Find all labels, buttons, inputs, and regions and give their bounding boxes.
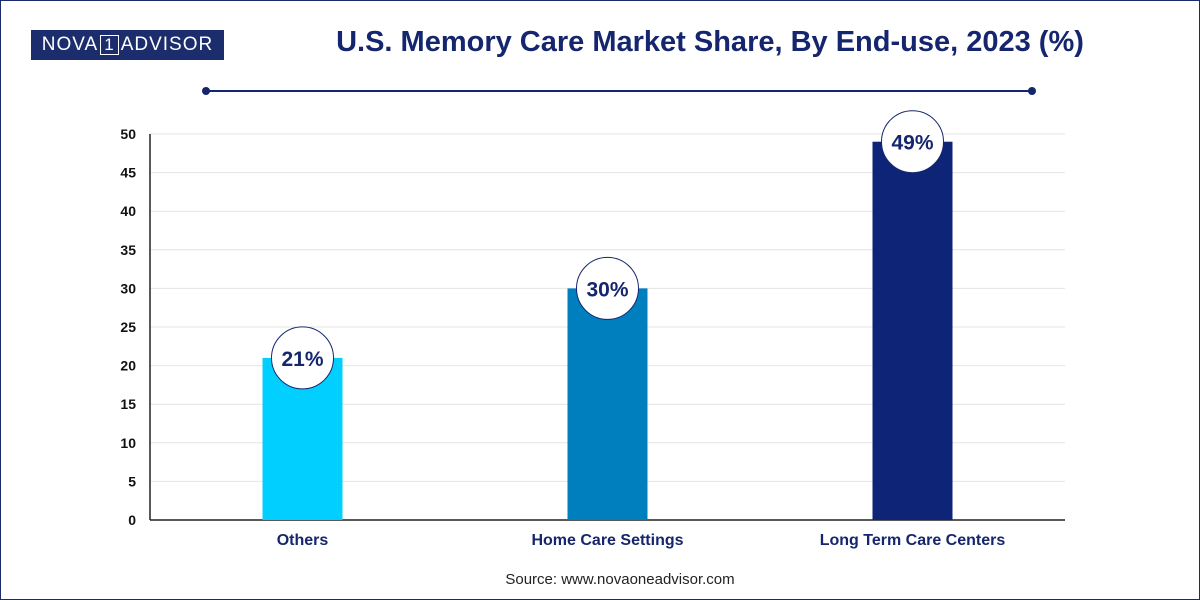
y-tick-label-30: 30: [120, 280, 136, 296]
logo-text-nova: NOVA: [41, 34, 99, 55]
y-tick-label-20: 20: [120, 358, 136, 374]
data-label-home-care-settings: 30%: [586, 278, 628, 301]
y-tick-label-35: 35: [120, 242, 136, 258]
chart-title: U.S. Memory Care Market Share, By End-us…: [336, 26, 1084, 58]
x-category-label-long-term-care-centers: Long Term Care Centers: [820, 532, 1006, 549]
data-label-bubble-others: [271, 326, 334, 390]
y-tick-label-40: 40: [120, 203, 136, 219]
title-underline-left-dot: [202, 87, 210, 95]
y-tick-label-10: 10: [120, 435, 136, 451]
data-label-bubble-long-term-care-centers: [881, 110, 944, 174]
data-label-others: 21%: [281, 348, 323, 371]
logo-text-advisor: ADVISOR: [120, 34, 214, 55]
title-underline-right-dot: [1028, 87, 1036, 95]
data-label-bubble-home-care-settings: [576, 256, 639, 320]
bar-long-term-care-centers: [872, 141, 953, 520]
y-tick-label-5: 5: [128, 473, 136, 489]
logo-text-one: 1: [100, 35, 119, 55]
y-tick-label-0: 0: [128, 512, 136, 528]
bar-home-care-settings: [567, 288, 648, 520]
brand-logo: NOVA 1 ADVISOR: [31, 30, 224, 60]
y-tick-label-25: 25: [120, 319, 136, 335]
source-note: Source: www.novaoneadvisor.com: [505, 571, 735, 588]
title-underline: [206, 90, 1032, 92]
y-tick-label-50: 50: [120, 126, 136, 142]
y-tick-label-45: 45: [120, 165, 136, 181]
x-category-label-home-care-settings: Home Care Settings: [531, 532, 683, 549]
x-category-label-others: Others: [277, 532, 329, 549]
y-tick-label-15: 15: [120, 396, 136, 412]
data-label-long-term-care-centers: 49%: [891, 132, 933, 155]
